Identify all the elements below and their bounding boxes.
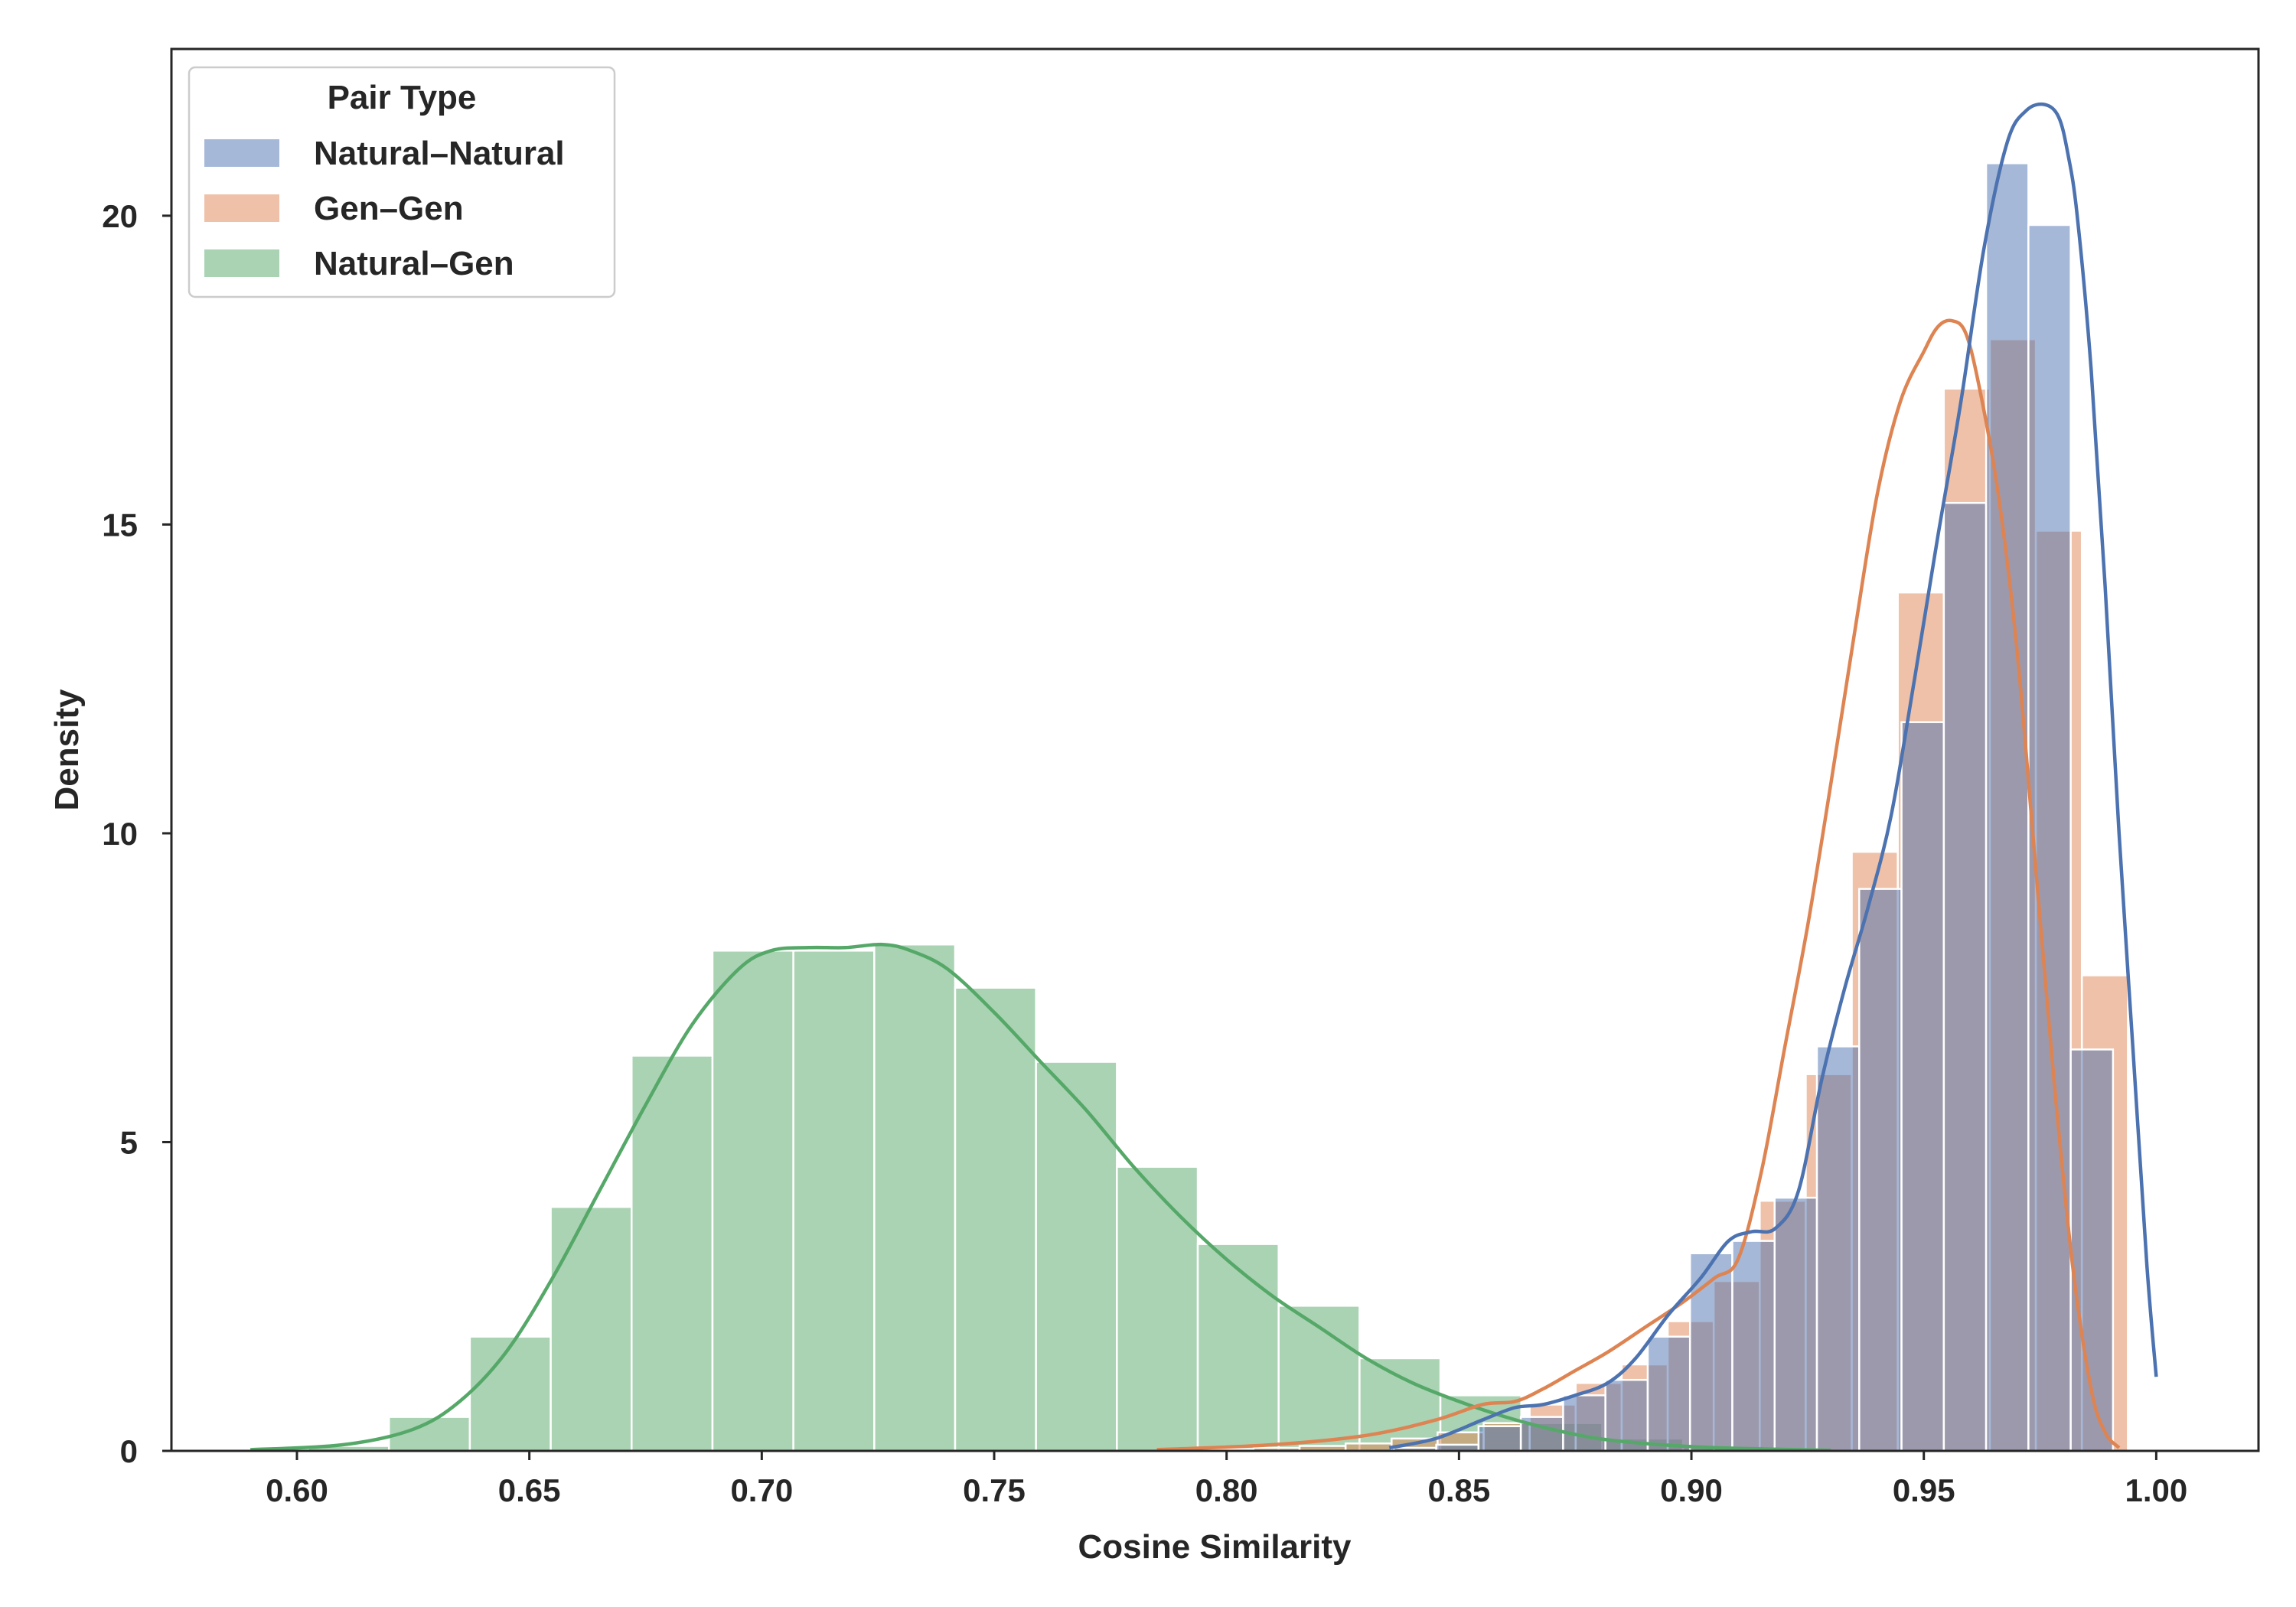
histogram-bar (1035, 1061, 1118, 1452)
histogram-bar (550, 1205, 633, 1452)
x-tick-label: 0.85 (1427, 1472, 1490, 1508)
legend: Pair Type Natural–NaturalGen–GenNatural–… (188, 66, 616, 298)
histogram-bar (1196, 1243, 1280, 1452)
histogram-bar (1942, 501, 1988, 1452)
legend-swatch-gen-gen (204, 194, 279, 222)
histogram-bar (954, 986, 1037, 1452)
legend-swatch-natural-natural (204, 139, 279, 167)
kde-line-gen-gen (1156, 318, 2121, 1452)
y-tick-label: 15 (102, 507, 138, 543)
histogram-bar (711, 950, 794, 1452)
y-tick-label: 0 (120, 1433, 138, 1469)
legend-title: Pair Type (328, 79, 477, 116)
y-axis-ticks: 0 5 10 15 20 (102, 198, 171, 1469)
legend-label-natural-natural: Natural–Natural (314, 135, 565, 172)
histogram-bar (1900, 721, 1945, 1452)
legend-entries: Natural–Natural Gen–Gen Natural–Gen (204, 135, 565, 282)
legend-swatch-natural-gen (204, 249, 279, 277)
histogram-bar (1858, 888, 1903, 1452)
series-bars-natural-gen (226, 943, 1846, 1452)
x-tick-label: 0.80 (1195, 1472, 1258, 1508)
histogram-bar (1731, 1240, 1776, 1452)
x-axis-ticks: 0.60 0.65 0.70 0.75 0.80 0.85 0.90 0.95 1.00 (266, 1451, 2187, 1508)
plot-frame (170, 47, 2260, 1452)
x-tick-label: 0.70 (730, 1472, 793, 1508)
histogram-bar (631, 1054, 714, 1452)
histogram-bar (1116, 1165, 1199, 1452)
histogram-bar (1477, 1425, 1522, 1452)
histogram-bar (468, 1335, 552, 1452)
x-tick-label: 0.90 (1660, 1472, 1723, 1508)
x-axis-label: Cosine Similarity (1078, 1528, 1352, 1566)
x-tick-label: 1.00 (2125, 1472, 2188, 1508)
kde-line-natural-natural (1388, 102, 2158, 1450)
x-tick-label: 0.65 (498, 1472, 561, 1508)
x-tick-label: 0.60 (266, 1472, 328, 1508)
legend-label-natural-gen: Natural–Gen (314, 245, 514, 282)
y-tick-label: 20 (102, 198, 138, 234)
kde-layer (250, 102, 2158, 1452)
legend-label-gen-gen: Gen–Gen (314, 190, 464, 227)
y-tick-label: 10 (102, 816, 138, 852)
histogram-bar (1815, 1045, 1861, 1452)
histogram-bar (1773, 1196, 1818, 1452)
kde-line-natural-gen (250, 942, 1831, 1452)
histogram-bar (1646, 1335, 1691, 1452)
x-tick-label: 0.95 (1893, 1472, 1955, 1508)
histogram-bar (873, 943, 957, 1452)
histogram-bar (1358, 1357, 1442, 1452)
histogram-bar (1985, 162, 2030, 1452)
histogram-bar (1562, 1394, 1606, 1452)
y-tick-label: 5 (120, 1124, 138, 1160)
x-tick-label: 0.75 (963, 1472, 1026, 1508)
bars-layer (226, 162, 2129, 1452)
histogram-bar (2027, 223, 2072, 1452)
y-axis-label: Density (48, 689, 86, 810)
legend-frame (188, 66, 616, 298)
histogram-bar (792, 950, 876, 1452)
